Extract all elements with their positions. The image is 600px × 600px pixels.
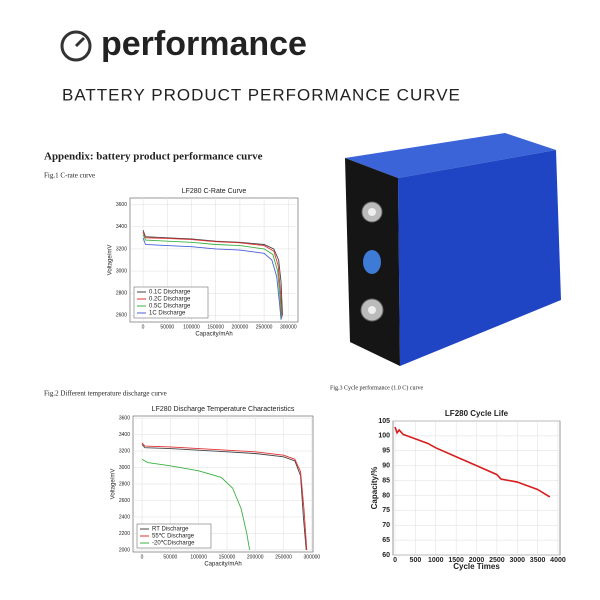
y-tick-label: 80	[382, 492, 390, 499]
legend-label: 0.5C Discharge	[149, 304, 191, 310]
data-line	[142, 232, 283, 318]
y-tick-label: 95	[382, 448, 390, 455]
x-tick-label: 4000	[550, 557, 566, 564]
x-tick-label: 0	[393, 557, 397, 564]
data-line	[141, 442, 308, 550]
x-tick-label: 100000	[190, 554, 207, 560]
figure-caption: Fig.2 Different temperature discharge cu…	[44, 390, 167, 398]
y-tick-label: 100	[378, 433, 390, 440]
x-tick-label: 250000	[256, 324, 273, 330]
y-tick-label: 65	[382, 537, 390, 544]
data-line	[141, 458, 251, 551]
chart-title: LF280 Discharge Temperature Characterist…	[152, 406, 295, 413]
x-tick-label: 500	[410, 557, 422, 564]
y-tick-label: 3600	[116, 202, 127, 208]
y-tick-label: 70	[382, 522, 390, 529]
data-line	[394, 426, 551, 498]
battery-image	[345, 133, 561, 366]
legend-label: 55℃ Discharge	[152, 534, 195, 540]
legend-label: 0.2C Discharge	[149, 297, 191, 303]
page-subtitle: BATTERY PRODUCT PERFORMANCE CURVE	[62, 85, 461, 104]
x-axis-label: Cycle Times	[453, 562, 500, 571]
y-tick-label: 2200	[119, 531, 130, 537]
y-tick-label: 85	[382, 477, 390, 484]
data-line	[142, 237, 282, 320]
y-tick-label: 3000	[116, 268, 127, 274]
x-tick-label: 0	[141, 554, 144, 560]
y-tick-label: 105	[378, 418, 390, 425]
legend-label: -20℃Discharge	[152, 541, 195, 547]
x-tick-label: 100000	[183, 324, 200, 330]
y-tick-label: 3200	[116, 246, 127, 252]
y-tick-label: 3600	[119, 415, 130, 421]
y-axis-label: Capacity/%	[370, 467, 379, 510]
x-tick-label: 300000	[304, 554, 321, 560]
y-tick-label: 3000	[119, 465, 130, 471]
y-tick-label: 3400	[116, 224, 127, 230]
x-tick-label: 150000	[219, 554, 236, 560]
y-tick-label: 2400	[119, 514, 130, 520]
x-tick-label: 3000	[509, 557, 525, 564]
y-tick-label: 60	[382, 552, 390, 559]
x-tick-label: 2500	[489, 557, 505, 564]
x-tick-label: 2000	[469, 557, 485, 564]
figure-caption: Fig.3 Cycle performance (1.0 C) curve	[330, 384, 423, 391]
x-tick-label: 300000	[280, 324, 297, 330]
legend-box	[136, 523, 212, 549]
y-tick-label: 75	[382, 507, 390, 514]
x-tick-label: 50000	[163, 554, 177, 560]
appendix-heading: Appendix: battery product performance cu…	[44, 151, 263, 163]
y-tick-label: 2800	[119, 481, 130, 487]
data-line	[142, 234, 282, 319]
x-axis-label: Capacity/mAh	[204, 562, 241, 568]
legend-label: 1C Discharge	[149, 311, 186, 317]
x-axis-label: Capacity/mAh	[195, 332, 232, 338]
y-tick-label: 2600	[119, 498, 130, 504]
data-line	[141, 444, 307, 550]
page-title: performance	[101, 25, 307, 63]
legend-box	[133, 286, 209, 319]
y-tick-label: 3400	[119, 432, 130, 438]
x-tick-label: 200000	[232, 324, 249, 330]
gauge-icon	[60, 30, 92, 62]
x-tick-label: 50000	[160, 324, 174, 330]
y-axis-label: Voltage/mV	[108, 245, 114, 276]
figure-caption: Fig.1 C-rate curve	[44, 172, 95, 180]
x-tick-label: 1500	[448, 557, 464, 564]
y-tick-label: 2000	[119, 547, 130, 553]
x-tick-label: 0	[142, 324, 145, 330]
legend-label: RT Discharge	[152, 527, 189, 533]
y-tick-label: 3200	[119, 448, 130, 454]
x-tick-label: 250000	[275, 554, 292, 560]
y-tick-label: 2600	[116, 313, 127, 319]
x-tick-label: 200000	[247, 554, 264, 560]
y-axis-label: Voltage/mV	[111, 469, 117, 500]
chart-title: LF280 C-Rate Curve	[182, 188, 247, 195]
legend-label: 0.1C Discharge	[149, 290, 191, 296]
data-line	[142, 229, 283, 316]
chart-title: LF280 Cycle Life	[445, 409, 509, 418]
y-tick-label: 90	[382, 463, 390, 470]
x-tick-label: 1000	[428, 557, 444, 564]
y-tick-label: 2800	[116, 291, 127, 297]
x-tick-label: 150000	[207, 324, 224, 330]
x-tick-label: 3500	[530, 557, 546, 564]
